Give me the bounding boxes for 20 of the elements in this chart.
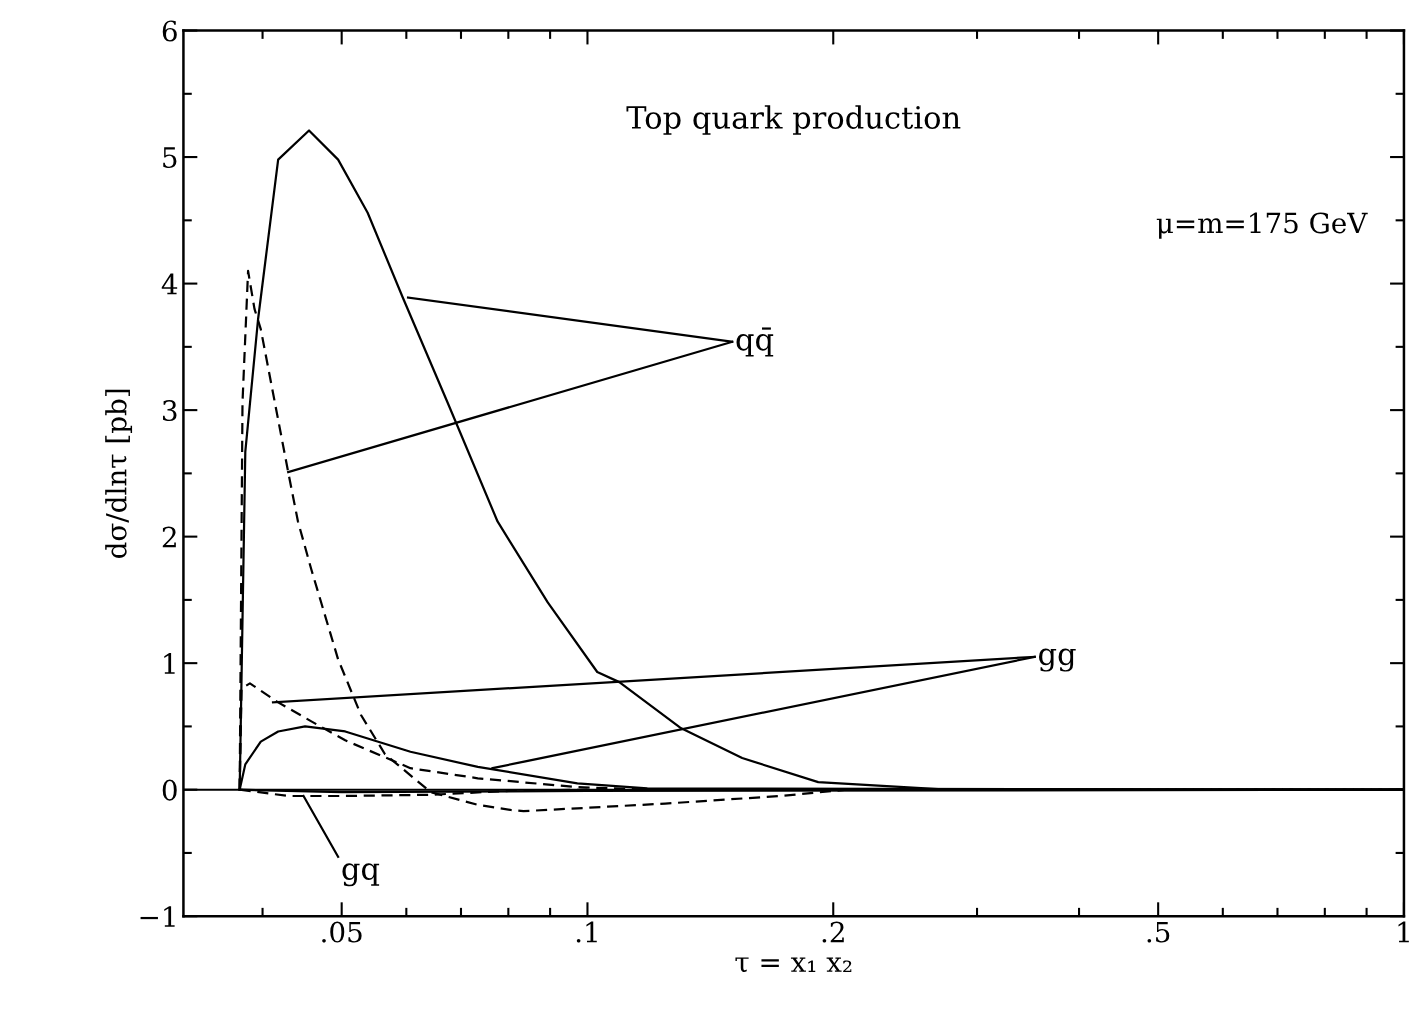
y-tick-label: 1	[164, 653, 175, 674]
x-tick-label: .2	[822, 921, 844, 943]
annotation: gg	[1039, 648, 1076, 672]
text: Top quark production	[626, 105, 961, 135]
y-tick-label: 3	[163, 400, 177, 422]
x-tick-label: .1	[576, 921, 597, 943]
y-tick-label: 5	[163, 147, 177, 169]
y-tick-label: 4	[161, 273, 178, 295]
annotation: gq	[342, 863, 380, 887]
y-tick-label: −1	[140, 906, 175, 927]
y-axis-title: dσ/dlnτ [pb]	[105, 389, 133, 559]
x-tick-label: 1	[1398, 921, 1409, 943]
y-tick-label: 2	[162, 526, 176, 548]
x-tick-label: .05	[322, 921, 362, 943]
x-tick-label: .5	[1147, 921, 1170, 943]
x-axis-title: τ = x₁ x₂	[735, 957, 852, 972]
y-tick-label: 6	[162, 20, 177, 42]
annotation: qq̄	[736, 327, 774, 357]
annotation: μ=m=175 GeV	[1156, 212, 1368, 239]
y-tick-label: 0	[162, 779, 177, 801]
